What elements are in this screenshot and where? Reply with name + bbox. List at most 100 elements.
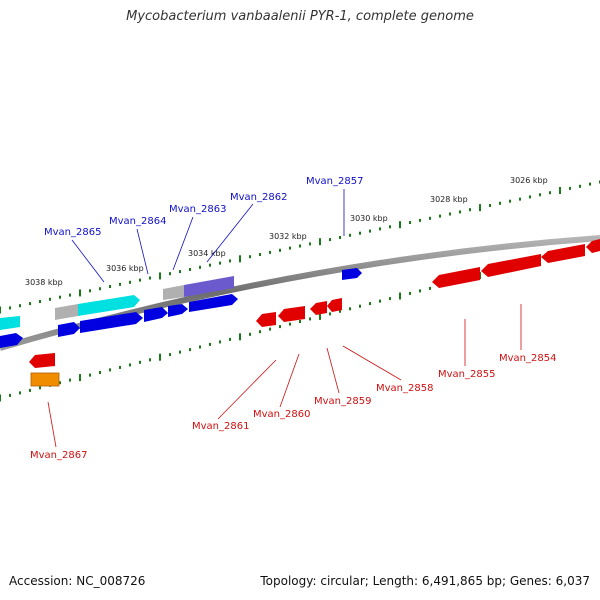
minor-tick bbox=[179, 350, 181, 354]
minor-tick bbox=[359, 231, 361, 235]
label-mvan-2865[interactable]: Mvan_2865 bbox=[44, 227, 101, 238]
major-tick bbox=[319, 238, 321, 246]
gene-mvan-2865-cyan[interactable] bbox=[78, 295, 140, 316]
scale-label-3036: 3036 kbp bbox=[106, 264, 144, 273]
label-mvan-2859[interactable]: Mvan_2859 bbox=[314, 396, 371, 407]
label-mvan-2854[interactable]: Mvan_2854 bbox=[499, 353, 556, 364]
minor-tick bbox=[249, 255, 251, 259]
minor-tick bbox=[89, 373, 91, 377]
minor-tick bbox=[269, 327, 271, 331]
minor-tick bbox=[309, 317, 311, 321]
minor-tick bbox=[329, 312, 331, 316]
major-tick bbox=[0, 306, 1, 314]
gene-cyan-left[interactable] bbox=[0, 316, 20, 330]
forward-genes bbox=[0, 268, 362, 348]
major-tick bbox=[479, 204, 481, 212]
minor-tick bbox=[549, 191, 551, 195]
major-tick bbox=[559, 187, 561, 194]
minor-tick bbox=[449, 212, 451, 216]
minor-tick bbox=[419, 218, 421, 222]
minor-tick bbox=[179, 270, 181, 274]
genome-backbone bbox=[0, 235, 600, 351]
major-tick bbox=[79, 289, 81, 297]
minor-tick bbox=[9, 393, 11, 397]
gene-red-c[interactable] bbox=[541, 244, 585, 263]
gene-mvan-2862-purple[interactable] bbox=[184, 276, 234, 297]
label-mvan-2860[interactable]: Mvan_2860 bbox=[253, 409, 310, 420]
scale-label-3026: 3026 kbp bbox=[510, 176, 548, 185]
gene-mvan-2855[interactable] bbox=[432, 267, 480, 288]
minor-tick bbox=[499, 201, 501, 205]
gene-mvan-2860[interactable] bbox=[278, 306, 305, 322]
minor-tick bbox=[199, 265, 201, 269]
minor-tick bbox=[529, 195, 531, 199]
major-tick bbox=[239, 333, 241, 341]
minor-tick bbox=[9, 306, 11, 310]
scale-label-3032: 3032 kbp bbox=[269, 232, 307, 241]
gene-blue-b[interactable] bbox=[80, 312, 143, 333]
gene-blue-c[interactable] bbox=[189, 294, 238, 312]
major-tick bbox=[239, 255, 241, 263]
minor-tick bbox=[389, 297, 391, 301]
label-mvan-2857[interactable]: Mvan_2857 bbox=[306, 176, 363, 187]
major-tick bbox=[319, 312, 321, 320]
scale-label-3030: 3030 kbp bbox=[350, 214, 388, 223]
gene-red-left[interactable] bbox=[29, 353, 55, 368]
minor-tick bbox=[519, 197, 521, 201]
minor-tick bbox=[409, 221, 411, 224]
minor-tick bbox=[409, 291, 411, 295]
gene-mvan-2854[interactable] bbox=[481, 254, 541, 277]
minor-tick bbox=[149, 276, 151, 280]
minor-tick bbox=[469, 208, 471, 212]
minor-tick bbox=[369, 229, 371, 233]
major-tick bbox=[159, 272, 161, 280]
minor-tick bbox=[229, 337, 231, 341]
minor-tick bbox=[279, 325, 281, 329]
gene-mvan-2865-grey[interactable] bbox=[55, 304, 78, 320]
accession-text: Accession: NC_008726 bbox=[9, 574, 146, 588]
minor-tick bbox=[289, 322, 291, 326]
map-title: Mycobacterium vanbaalenii PYR-1, complet… bbox=[126, 9, 474, 24]
label-mvan-2858[interactable]: Mvan_2858 bbox=[376, 383, 433, 394]
gene-red-d[interactable] bbox=[586, 239, 600, 253]
gene-mvan-2858[interactable] bbox=[327, 298, 342, 312]
minor-tick bbox=[309, 242, 311, 246]
scale-label-3028: 3028 kbp bbox=[430, 195, 468, 204]
minor-tick bbox=[229, 259, 231, 263]
minor-tick bbox=[509, 199, 511, 203]
label-mvan-2864[interactable]: Mvan_2864 bbox=[109, 216, 166, 227]
major-tick bbox=[79, 374, 81, 382]
minor-tick bbox=[129, 280, 131, 284]
gene-mvan-2857[interactable] bbox=[342, 268, 362, 280]
label-mvan-2867[interactable]: Mvan_2867 bbox=[30, 450, 87, 461]
gene-mvan-2862-grey[interactable] bbox=[163, 285, 184, 300]
minor-tick bbox=[349, 233, 351, 237]
minor-tick bbox=[169, 272, 171, 276]
gene-blue-a[interactable] bbox=[58, 322, 80, 337]
minor-tick bbox=[259, 253, 261, 256]
label-mvan-2861[interactable]: Mvan_2861 bbox=[192, 421, 249, 432]
minor-tick bbox=[539, 193, 541, 197]
forward-scale-ticks bbox=[0, 180, 600, 314]
minor-tick bbox=[119, 282, 121, 286]
label-mvan-2862[interactable]: Mvan_2862 bbox=[230, 192, 287, 203]
gene-mvan-2863[interactable] bbox=[168, 304, 188, 317]
minor-tick bbox=[219, 340, 221, 344]
minor-tick bbox=[39, 300, 41, 303]
minor-tick bbox=[369, 302, 371, 306]
minor-tick bbox=[459, 210, 461, 214]
gene-blue-left-edge[interactable] bbox=[0, 333, 23, 348]
minor-tick bbox=[89, 289, 91, 293]
minor-tick bbox=[29, 388, 31, 392]
label-mvan-2863[interactable]: Mvan_2863 bbox=[169, 204, 226, 215]
minor-tick bbox=[199, 345, 201, 349]
minor-tick bbox=[19, 391, 21, 395]
minor-tick bbox=[299, 244, 301, 248]
gene-mvan-2864[interactable] bbox=[144, 307, 168, 322]
gene-mvan-2867[interactable] bbox=[30, 372, 60, 387]
gene-mvan-2861[interactable] bbox=[256, 312, 276, 327]
gene-mvan-2859[interactable] bbox=[310, 301, 327, 315]
label-mvan-2855[interactable]: Mvan_2855 bbox=[438, 369, 495, 380]
minor-tick bbox=[569, 186, 571, 190]
minor-tick bbox=[269, 250, 271, 254]
